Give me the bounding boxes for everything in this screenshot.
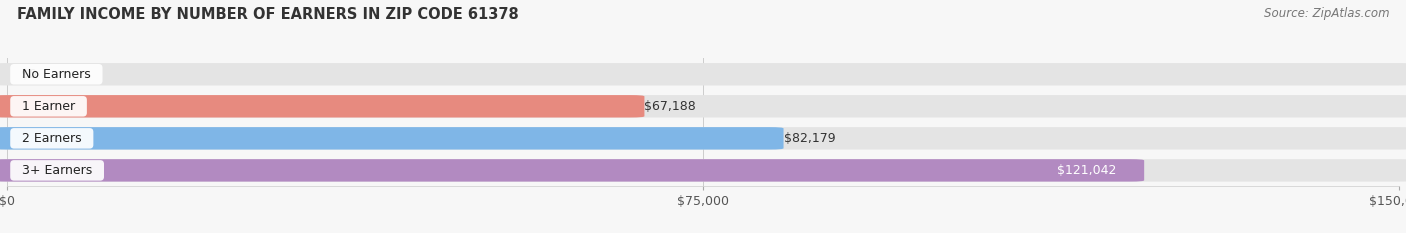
Text: 1 Earner: 1 Earner (14, 100, 83, 113)
FancyBboxPatch shape (0, 127, 1406, 150)
Text: 2 Earners: 2 Earners (14, 132, 90, 145)
Text: $121,042: $121,042 (1057, 164, 1116, 177)
FancyBboxPatch shape (0, 95, 1406, 117)
FancyBboxPatch shape (0, 95, 644, 117)
Text: FAMILY INCOME BY NUMBER OF EARNERS IN ZIP CODE 61378: FAMILY INCOME BY NUMBER OF EARNERS IN ZI… (17, 7, 519, 22)
FancyBboxPatch shape (0, 159, 1406, 182)
FancyBboxPatch shape (0, 159, 1144, 182)
Text: Source: ZipAtlas.com: Source: ZipAtlas.com (1264, 7, 1389, 20)
Text: $67,188: $67,188 (644, 100, 696, 113)
Text: $0: $0 (21, 68, 37, 81)
Text: 3+ Earners: 3+ Earners (14, 164, 100, 177)
FancyBboxPatch shape (0, 127, 783, 150)
FancyBboxPatch shape (0, 63, 1406, 86)
Text: $82,179: $82,179 (783, 132, 835, 145)
Text: No Earners: No Earners (14, 68, 98, 81)
